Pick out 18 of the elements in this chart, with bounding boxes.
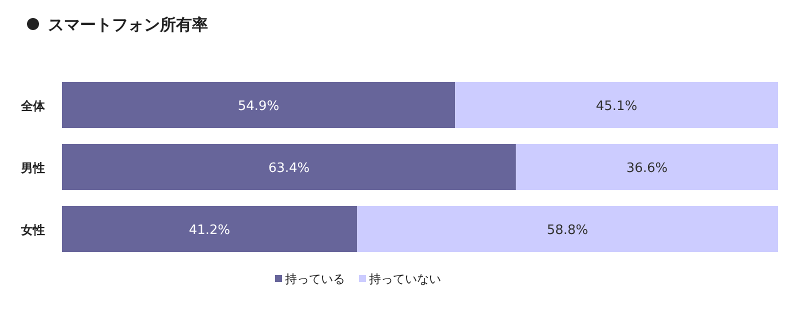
- bar: [62, 206, 357, 252]
- bar: [455, 82, 778, 128]
- data-label: 58.8%: [546, 223, 588, 238]
- chart-title: スマートフォン所有率: [48, 15, 208, 34]
- y-tick-label: 男性: [20, 161, 45, 175]
- y-tick-label: 女性: [20, 223, 45, 237]
- bar: [516, 144, 778, 190]
- bar: [62, 82, 456, 128]
- legend-label: 持っていない: [369, 272, 441, 286]
- legend-label: 持っている: [285, 272, 345, 286]
- data-label: 36.6%: [626, 161, 668, 176]
- data-label: 54.9%: [238, 99, 280, 114]
- bar: [356, 206, 778, 252]
- data-label: 63.4%: [268, 161, 310, 176]
- bar: [62, 144, 516, 190]
- data-label: 41.2%: [188, 223, 230, 238]
- data-label: 45.1%: [596, 99, 638, 114]
- y-tick-label: 全体: [20, 99, 46, 113]
